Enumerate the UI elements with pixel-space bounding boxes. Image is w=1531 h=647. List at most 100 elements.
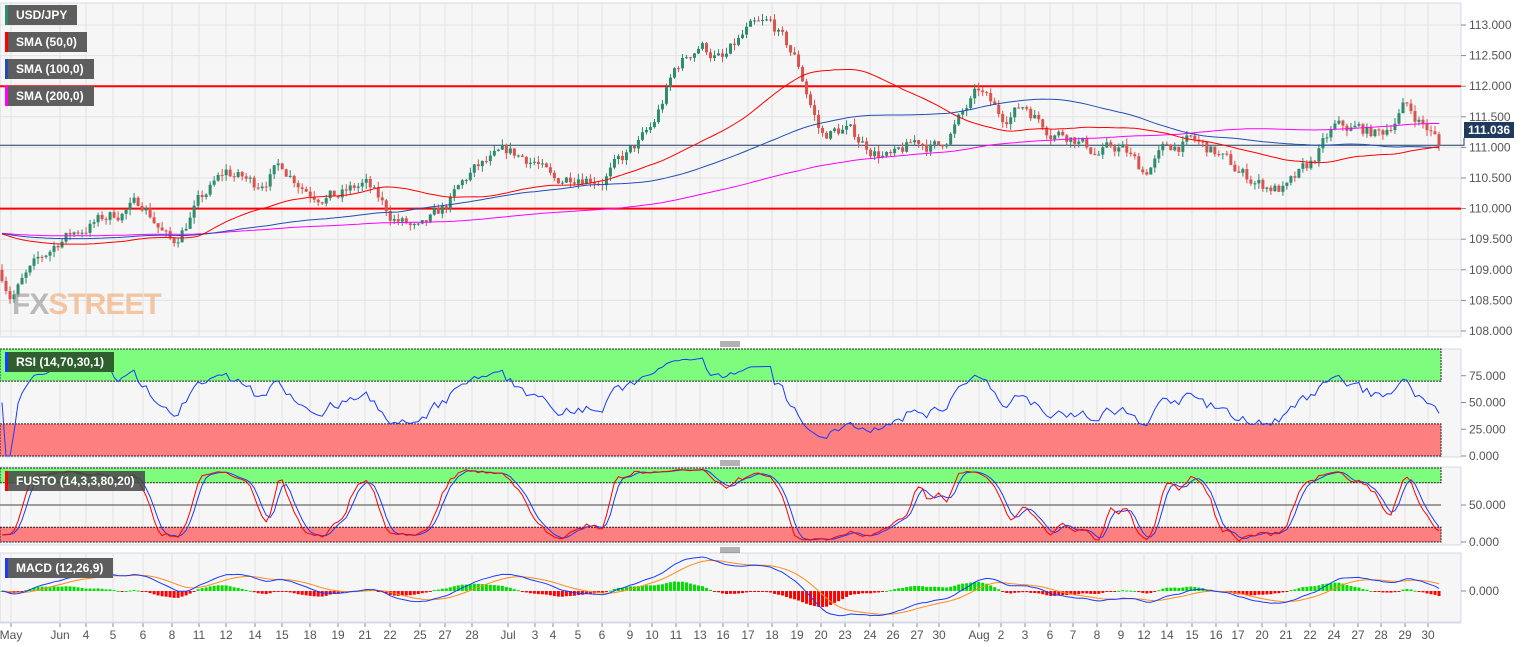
- candle: [432, 203, 436, 216]
- candle-body: [961, 110, 965, 115]
- pane-resize-handle[interactable]: [720, 460, 740, 466]
- legend-macd[interactable]: MACD (12,26,9): [5, 558, 114, 578]
- candle-body: [1181, 141, 1185, 152]
- candle-body: [188, 217, 192, 229]
- macd-histogram-bar: [152, 591, 156, 595]
- candle: [1129, 147, 1133, 157]
- candle: [308, 186, 312, 203]
- macd-histogram-bar: [945, 587, 949, 591]
- macd-histogram-bar: [1073, 591, 1077, 595]
- macd-histogram-bar: [676, 581, 680, 591]
- candle-body: [745, 26, 749, 35]
- x-tick-label: 6: [1047, 628, 1054, 642]
- macd-histogram-bar: [1249, 591, 1253, 596]
- macd-histogram-bar: [432, 590, 436, 592]
- macd-histogram-bar: [1261, 591, 1265, 595]
- macd-histogram-bar: [516, 590, 520, 592]
- candle-body: [1229, 154, 1233, 165]
- x-tick-label: 21: [1279, 628, 1293, 642]
- candle: [604, 173, 608, 191]
- macd-histogram-bar: [1137, 591, 1141, 593]
- candle-body: [921, 143, 925, 145]
- candle-body: [124, 209, 128, 214]
- candle-body: [588, 178, 592, 183]
- candle-body: [112, 212, 116, 218]
- candle: [1209, 145, 1213, 153]
- candle: [749, 18, 753, 27]
- candle-body: [28, 265, 32, 273]
- macd-histogram-bar: [656, 584, 660, 591]
- candle: [228, 165, 232, 178]
- candle-body: [865, 141, 869, 150]
- pane-resize-handle[interactable]: [720, 341, 740, 347]
- macd-line: [1, 556, 1440, 617]
- candle: [941, 144, 945, 150]
- candle: [352, 182, 356, 191]
- candle: [196, 190, 200, 209]
- candle: [1333, 119, 1337, 131]
- x-tick-label: 5: [575, 628, 582, 642]
- current-price-connector: [1461, 138, 1465, 146]
- candle-body: [528, 162, 532, 164]
- macd-histogram-bar: [933, 586, 937, 591]
- candle-body: [440, 206, 444, 214]
- candle: [1217, 150, 1221, 157]
- candle-body: [12, 294, 16, 300]
- candle: [837, 123, 841, 136]
- macd-histogram-bar: [588, 591, 592, 594]
- x-tick-label: 8: [169, 628, 176, 642]
- sma100-line: [1, 98, 1440, 240]
- candle: [552, 170, 556, 182]
- macd-histogram-bar: [300, 591, 304, 595]
- legend-sma100[interactable]: SMA (100,0): [5, 59, 94, 79]
- legend-symbol[interactable]: USD/JPY: [5, 5, 78, 25]
- candle: [572, 177, 576, 186]
- legend-rsi[interactable]: RSI (14,70,30,1): [5, 352, 115, 372]
- candle-body: [416, 223, 420, 225]
- candle-body: [1081, 137, 1085, 142]
- macd-histogram-bar: [1069, 591, 1073, 595]
- candle: [813, 99, 817, 121]
- x-tick-label: 4: [83, 628, 90, 642]
- macd-histogram-bar: [612, 589, 616, 591]
- candle: [1061, 129, 1065, 137]
- macd-histogram-bar: [1281, 591, 1285, 593]
- candle: [841, 125, 845, 134]
- candle-body: [965, 108, 969, 111]
- candle: [989, 88, 993, 106]
- macd-histogram-bar: [176, 591, 180, 598]
- candle-body: [116, 217, 120, 221]
- candle: [1021, 106, 1025, 111]
- candle: [344, 184, 348, 197]
- candle-body: [256, 187, 260, 189]
- legend-sma50[interactable]: SMA (50,0): [5, 32, 87, 52]
- legend-fusto[interactable]: FUSTO (14,3,3,80,20): [5, 471, 145, 491]
- candle: [616, 153, 620, 165]
- candle-body: [140, 206, 144, 211]
- candle: [1113, 143, 1117, 157]
- candle-body: [476, 164, 480, 167]
- candle: [901, 142, 905, 154]
- candle: [84, 227, 88, 236]
- candle: [268, 168, 272, 191]
- x-tick-label: 5: [110, 628, 117, 642]
- candle-body: [1013, 107, 1017, 118]
- legend-sma200[interactable]: SMA (200,0): [5, 86, 94, 106]
- macd-histogram-bar: [817, 591, 821, 607]
- candle: [248, 175, 252, 184]
- pane-resize-handle[interactable]: [720, 547, 740, 553]
- candle-body: [248, 177, 252, 179]
- macd-histogram-bar: [745, 591, 749, 593]
- candle-body: [456, 185, 460, 190]
- candle-body: [817, 114, 821, 128]
- candle: [364, 173, 368, 189]
- candle: [1273, 183, 1277, 192]
- macd-histogram-bar: [1149, 591, 1153, 593]
- macd-histogram-bar: [925, 586, 929, 591]
- macd-histogram-bar: [700, 586, 704, 591]
- candle-body: [264, 186, 268, 188]
- macd-histogram-bar: [857, 591, 861, 594]
- rsi-y-tick-label: 50.000: [1469, 396, 1506, 410]
- macd-histogram-bar: [725, 591, 729, 595]
- candle: [789, 44, 793, 56]
